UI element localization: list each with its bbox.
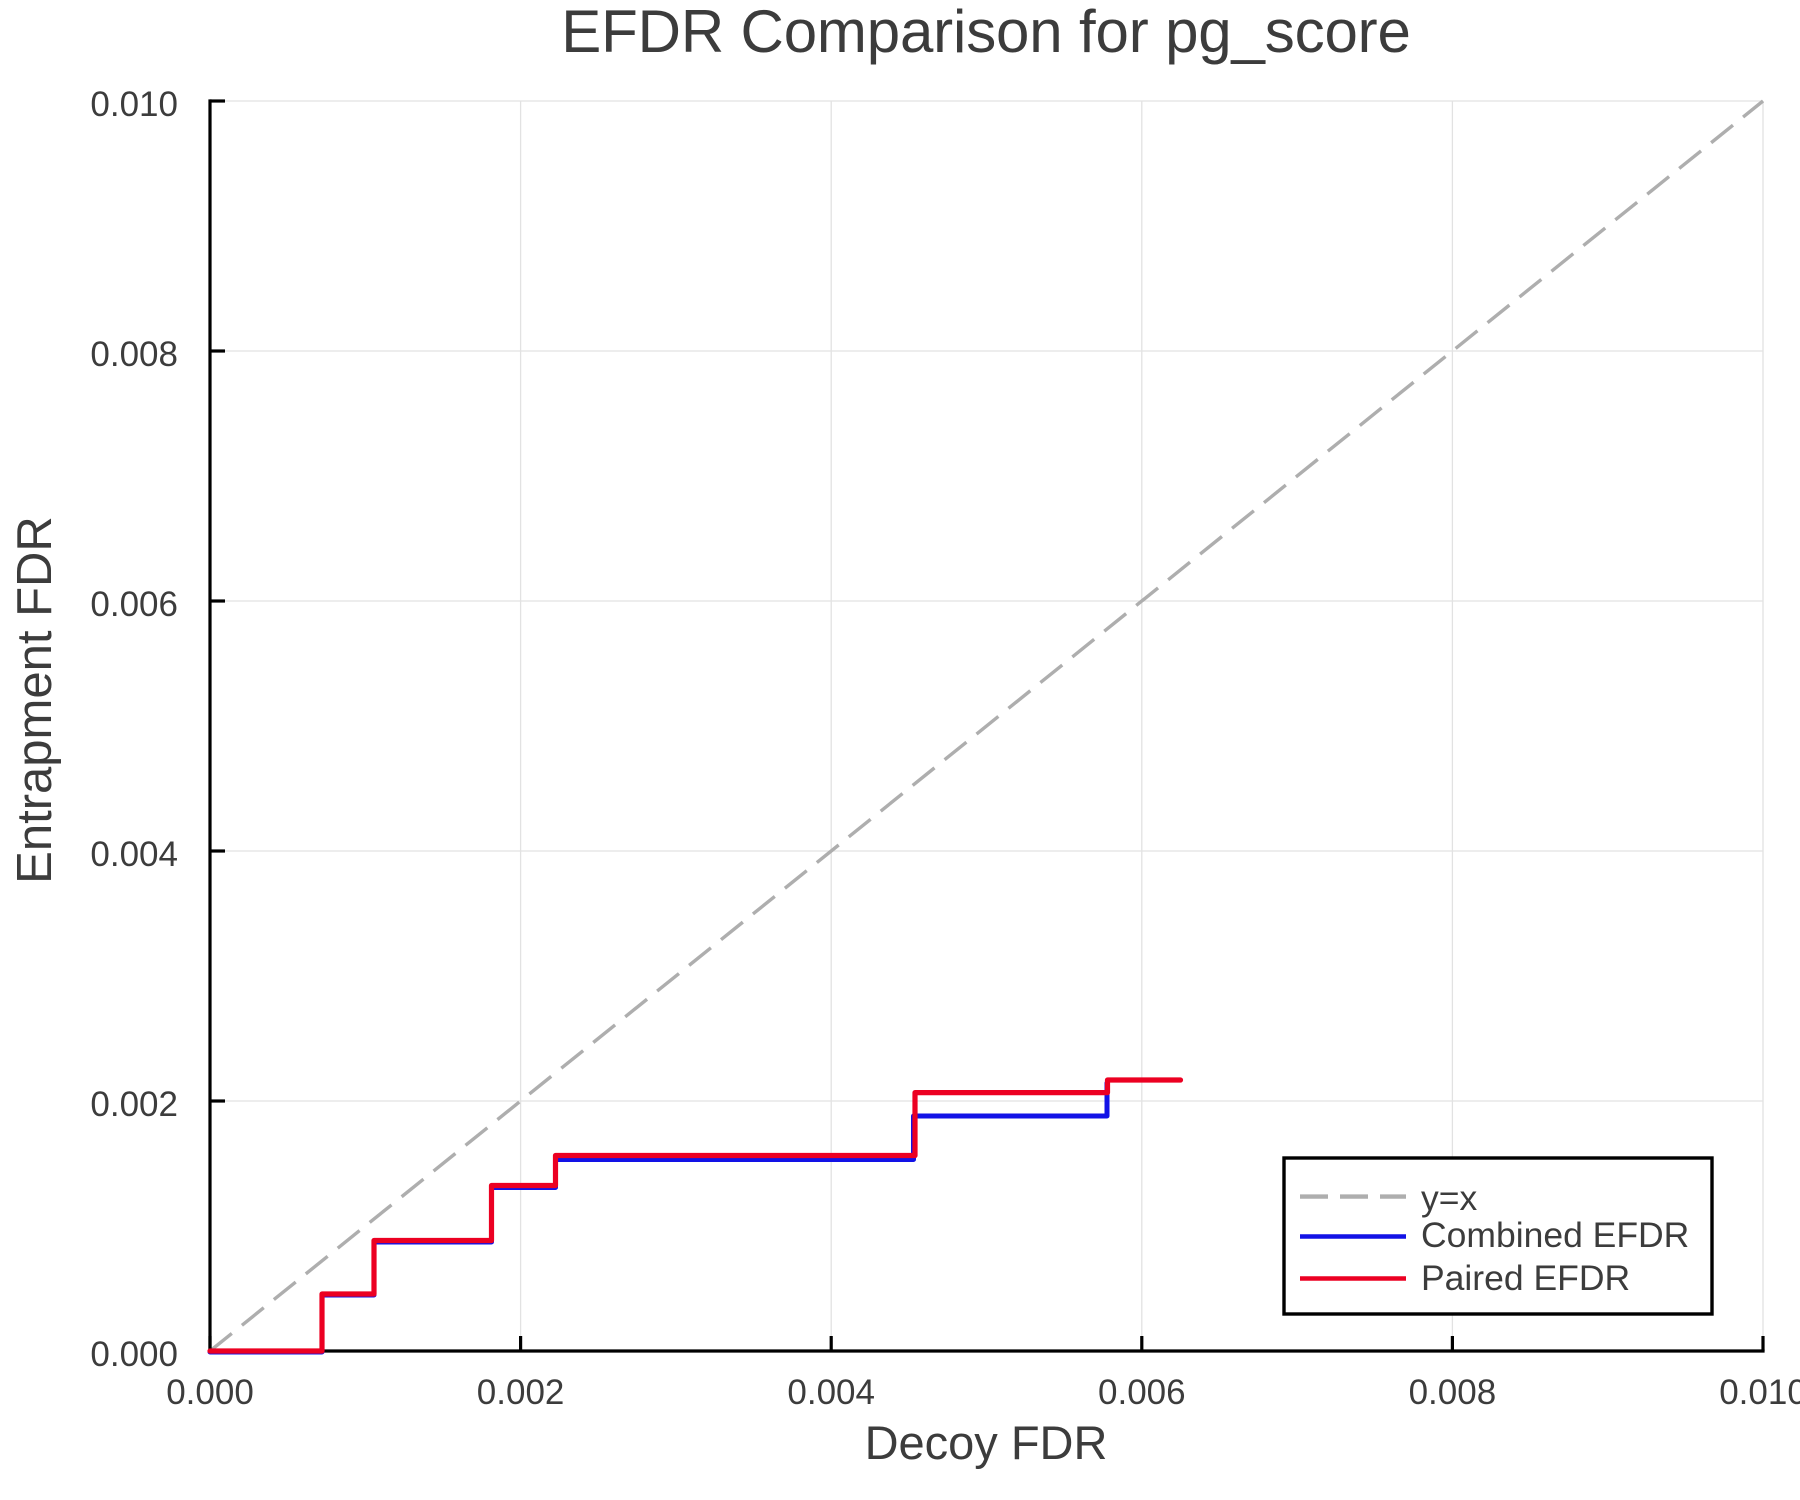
svg-text:Combined EFDR: Combined EFDR [1421,1215,1689,1255]
svg-text:0.008: 0.008 [1409,1373,1497,1412]
svg-text:Entrapment FDR: Entrapment FDR [8,516,62,884]
svg-text:0.006: 0.006 [1098,1373,1186,1412]
svg-text:Decoy FDR: Decoy FDR [865,1416,1108,1469]
svg-text:0.004: 0.004 [787,1373,875,1412]
svg-text:0.010: 0.010 [90,85,178,124]
svg-text:0.006: 0.006 [90,585,178,624]
svg-text:0.000: 0.000 [90,1335,178,1374]
svg-text:0.008: 0.008 [90,335,178,374]
svg-text:Paired EFDR: Paired EFDR [1421,1258,1630,1298]
svg-text:EFDR Comparison for pg_score: EFDR Comparison for pg_score [561,0,1410,65]
svg-text:0.010: 0.010 [1719,1373,1800,1412]
svg-text:0.002: 0.002 [90,1085,178,1124]
svg-text:0.004: 0.004 [90,835,178,874]
svg-text:0.000: 0.000 [166,1373,254,1412]
svg-text:y=x: y=x [1421,1178,1477,1218]
svg-text:0.002: 0.002 [477,1373,565,1412]
